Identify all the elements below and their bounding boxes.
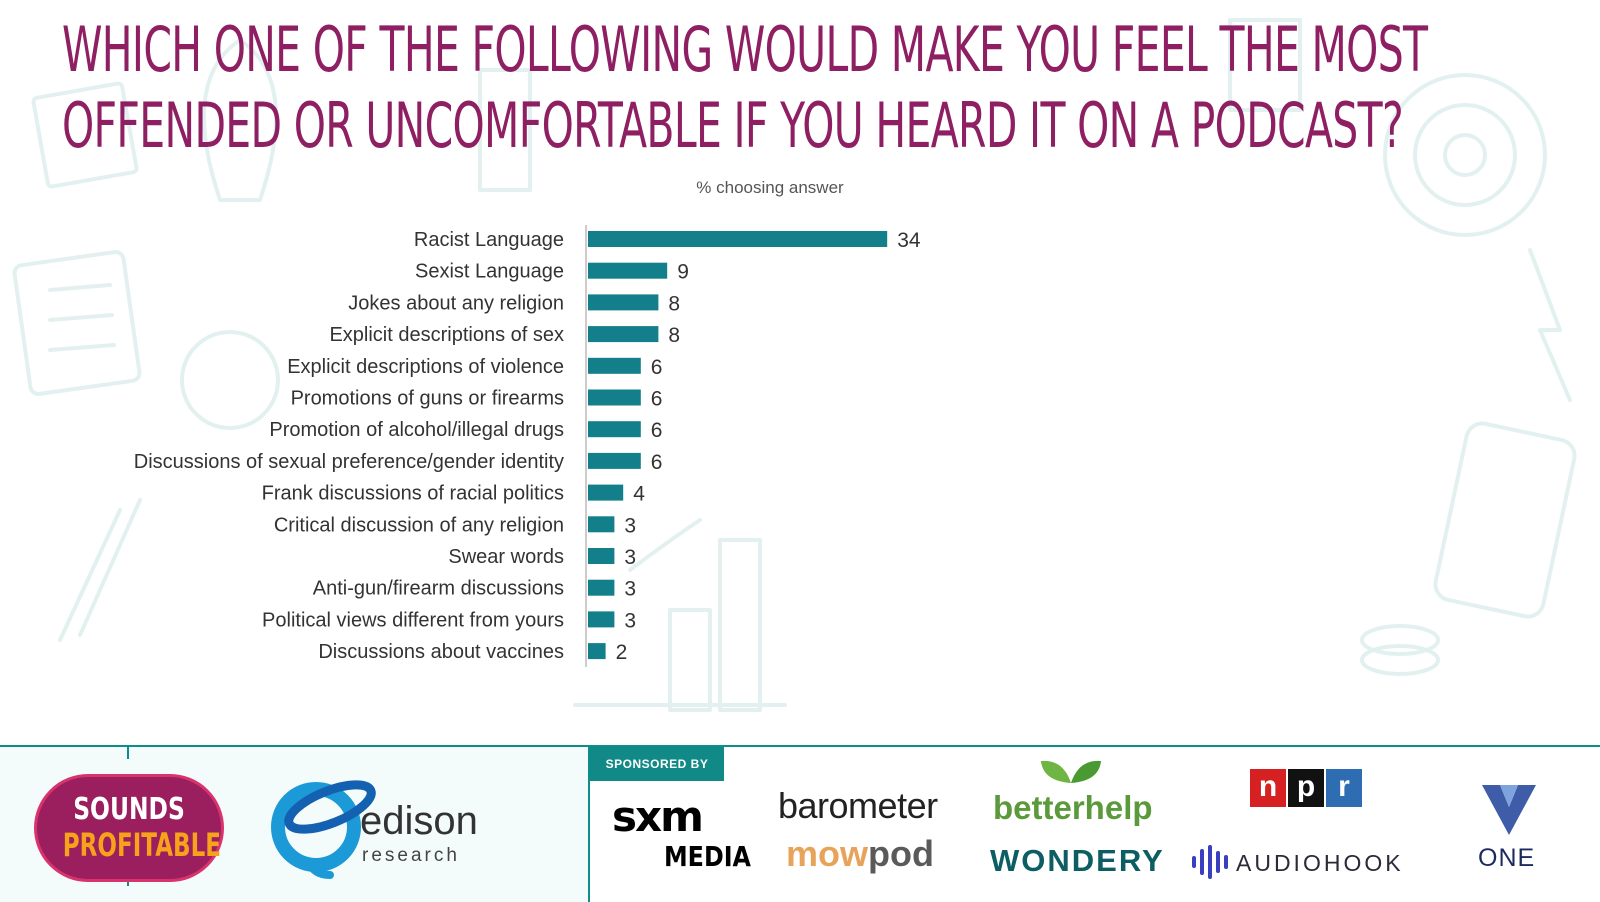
bar	[588, 452, 641, 469]
edison-logo[interactable]: edison	[360, 799, 478, 843]
bar-value-label: 9	[677, 261, 689, 284]
category-label: Promotion of alcohol/illegal drugs	[269, 419, 564, 441]
sounds-profitable-word-1: SOUNDS	[73, 792, 185, 827]
background-doodles	[12, 18, 1577, 712]
category-label: Frank discussions of racial politics	[262, 483, 564, 505]
sxm-media-label: MEDIA	[664, 840, 751, 873]
bar	[588, 421, 641, 438]
bar	[588, 357, 641, 374]
mowpod-logo[interactable]: mowpod	[786, 833, 934, 875]
audiohook-wave-icon	[1192, 845, 1228, 879]
mowpod-logo-part-2: pod	[868, 833, 934, 874]
bar-value-label: 2	[616, 641, 628, 664]
one-logo[interactable]: ONE	[1478, 844, 1536, 872]
chart-subtitle: % choosing answer	[696, 178, 844, 197]
npr-letter-n: n	[1250, 769, 1286, 807]
bar-value-label: 3	[624, 514, 636, 537]
edison-research-label: research	[362, 845, 460, 866]
sponsored-by-badge: SPONSORED BY	[590, 747, 724, 781]
category-label: Sexist Language	[415, 261, 564, 283]
sxm-media-logo[interactable]: sxm	[612, 792, 704, 841]
bar-value-label: 34	[897, 229, 921, 252]
audiohook-logo[interactable]: AUDIOHOOK	[1236, 850, 1404, 876]
category-label: Critical discussion of any religion	[274, 514, 564, 536]
coin-doodle	[180, 330, 280, 430]
mowpod-logo-part-1: mow	[786, 833, 869, 874]
bar-value-label: 3	[624, 546, 636, 569]
category-label: Political views different from yours	[262, 609, 564, 631]
one-logo-icon	[1482, 785, 1536, 835]
phone-doodle	[1433, 421, 1577, 619]
bar-value-label: 3	[624, 578, 636, 601]
category-label: Explicit descriptions of sex	[329, 324, 564, 346]
bar-value-label: 6	[651, 419, 663, 442]
npr-letter-r: r	[1326, 769, 1362, 807]
category-label: Racist Language	[414, 229, 564, 251]
category-label: Discussions about vaccines	[318, 641, 564, 663]
category-label: Swear words	[448, 546, 564, 568]
sounds-profitable-logo[interactable]: SOUNDS PROFITABLE	[34, 774, 224, 882]
bar	[588, 484, 624, 501]
bar-value-label: 8	[668, 292, 680, 315]
target-doodle	[1383, 73, 1547, 237]
bar-value-label: 4	[633, 483, 645, 506]
bar	[588, 262, 668, 279]
betterhelp-leaf-icon	[1041, 760, 1101, 783]
bar	[588, 611, 615, 628]
bar	[588, 231, 888, 247]
bar	[588, 643, 606, 660]
bar-value-label: 6	[651, 356, 663, 379]
page-title: WHICH ONE OF THE FOLLOWING WOULD MAKE YO…	[62, 13, 1428, 162]
category-label: Explicit descriptions of violence	[287, 356, 564, 378]
edison-globe-icon	[271, 780, 376, 879]
sounds-profitable-word-2: PROFITABLE	[62, 826, 222, 864]
bar-chart: Racist Language Sexist Language Jokes abou…	[134, 225, 921, 667]
category-label: Discussions of sexual preference/gender …	[134, 451, 564, 473]
npr-letter-p: p	[1288, 769, 1324, 807]
betterhelp-logo[interactable]: betterhelp	[993, 789, 1153, 826]
bar-value-label: 6	[651, 388, 663, 411]
bar	[588, 294, 659, 311]
bar-value-label: 6	[651, 451, 663, 474]
clipboard-doodle	[12, 250, 142, 396]
category-label: Jokes about any religion	[348, 292, 564, 314]
footer-host-logos: SOUNDS PROFITABLE edison research	[0, 745, 588, 902]
bar	[588, 516, 615, 533]
category-label: Anti-gun/firearm discussions	[313, 578, 564, 600]
barometer-logo[interactable]: barometer	[778, 785, 938, 826]
footer: SOUNDS PROFITABLE edison research SPONSO…	[0, 745, 1600, 902]
bar	[588, 579, 615, 596]
bar	[588, 548, 615, 564]
bar	[588, 326, 659, 343]
category-label: Promotions of guns or firearms	[291, 388, 564, 410]
bar-value-label: 8	[668, 324, 680, 347]
bar	[588, 389, 641, 406]
bar-value-label: 3	[624, 609, 636, 632]
wondery-logo[interactable]: WONDERY	[990, 843, 1165, 878]
